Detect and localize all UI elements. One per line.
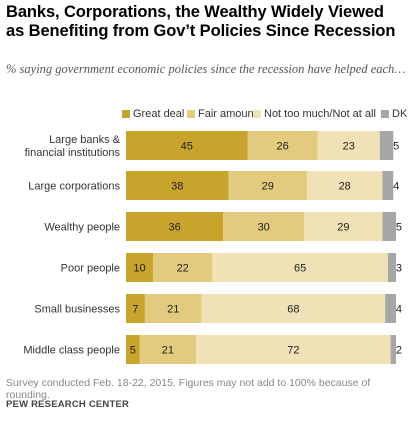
category-label: Large banks & financial institutions	[25, 134, 121, 159]
data-label-great-deal: 5	[130, 345, 136, 357]
chart-title: Banks, Corporations, the Wealthy Widely …	[6, 3, 396, 40]
legend-swatch-fair-amount	[187, 110, 195, 118]
bar-row-small-businesses: Small businesses 7 21 68 4	[34, 294, 402, 323]
bar-segment-fair-amount	[139, 335, 197, 364]
bar-segment-not-too-much-not-at-all	[306, 171, 383, 200]
data-label-dk: 5	[393, 141, 399, 153]
data-label-not-too-much-not-at-all: 68	[287, 304, 299, 316]
bar-segment-dk	[382, 171, 394, 200]
category-label: Middle class people	[23, 345, 120, 357]
bar-segment-fair-amount	[153, 253, 213, 282]
bar-segment-not-too-much-not-at-all	[304, 212, 383, 241]
data-label-fair-amount: 26	[276, 141, 288, 153]
bar-segment-great-deal	[126, 131, 248, 160]
data-label-not-too-much-not-at-all: 29	[337, 222, 349, 234]
bar-row-wealthy-people: Wealthy people 36 30 29 5	[44, 212, 402, 241]
category-label: Poor people	[61, 263, 120, 275]
data-label-fair-amount: 30	[258, 222, 270, 234]
data-label-not-too-much-not-at-all: 23	[343, 141, 355, 153]
bar-segment-not-too-much-not-at-all	[196, 335, 391, 364]
data-label-fair-amount: 29	[262, 181, 274, 193]
category-label: Large corporations	[28, 181, 120, 193]
legend-label-not-too-much: Not too much/Not at all	[264, 108, 376, 120]
category-label: Small businesses	[34, 304, 120, 316]
data-label-great-deal: 10	[133, 263, 145, 275]
bar-segment-great-deal	[126, 171, 229, 200]
data-label-dk: 2	[396, 345, 402, 357]
legend-label-great-deal: Great deal	[133, 108, 185, 120]
bar-segment-dk	[390, 335, 396, 364]
bar-segment-dk	[382, 212, 396, 241]
data-label-fair-amount: 21	[162, 345, 174, 357]
bar-segment-great-deal	[126, 253, 153, 282]
bar-segment-dk	[385, 294, 396, 323]
data-label-great-deal: 38	[171, 181, 183, 193]
bar-row-large-banks-financial-institutions: Large banks & financial institutions 45 26 2…	[25, 131, 399, 160]
data-label-not-too-much-not-at-all: 72	[287, 345, 299, 357]
data-label-fair-amount: 22	[177, 263, 189, 275]
chart-subtitle: % saying government economic policies si…	[6, 62, 406, 76]
bar-segment-fair-amount	[144, 294, 202, 323]
bar-segment-not-too-much-not-at-all	[317, 131, 380, 160]
category-label: Wealthy people	[44, 222, 120, 234]
bar-segment-fair-amount	[247, 131, 318, 160]
data-label-great-deal: 45	[181, 141, 193, 153]
bar-segment-not-too-much-not-at-all	[212, 253, 388, 282]
bar-segment-dk	[387, 253, 396, 282]
data-label-dk: 4	[396, 304, 402, 316]
legend-item-fair-amount: Fair amount	[187, 107, 257, 121]
data-label-great-deal: 7	[132, 304, 138, 316]
data-label-dk: 5	[396, 222, 402, 234]
legend-item-not-too-much: Not too much/Not at all	[253, 107, 376, 121]
data-label-not-too-much-not-at-all: 65	[294, 263, 306, 275]
data-label-dk: 4	[393, 181, 399, 193]
data-label-not-too-much-not-at-all: 28	[339, 181, 351, 193]
bar-row-poor-people: Poor people 10 22 65 3	[61, 253, 402, 282]
legend-item-great-deal: Great deal	[122, 107, 184, 121]
bar-row-large-corporations: Large corporations 38 29 28 4	[28, 171, 399, 200]
bar-segment-dk	[379, 131, 394, 160]
bar-segment-great-deal	[126, 212, 224, 241]
legend-swatch-not-too-much	[253, 110, 261, 118]
bar-segment-great-deal	[126, 335, 140, 364]
data-label-great-deal: 36	[168, 222, 180, 234]
legend-label-fair-amount: Fair amount	[198, 108, 257, 120]
source-credit: PEW RESEARCH CENTER	[6, 399, 130, 410]
legend-swatch-great-deal	[122, 110, 130, 118]
bar-row-middle-class-people: Middle class people 5 21 72 2	[23, 335, 402, 364]
data-label-dk: 3	[396, 263, 402, 275]
bar-segment-fair-amount	[228, 171, 307, 200]
survey-note: Survey conducted Feb. 18-22, 2015. Figur…	[6, 377, 371, 401]
bar-segment-fair-amount	[223, 212, 305, 241]
legend-swatch-dk	[381, 110, 389, 118]
legend-label-dk: DK	[392, 108, 408, 120]
bar-segment-great-deal	[126, 294, 145, 323]
bar-segment-not-too-much-not-at-all	[201, 294, 386, 323]
legend-item-dk: DK	[381, 107, 407, 121]
legend: Great deal Fair amount Not too much/Not …	[0, 107, 409, 121]
data-label-fair-amount: 21	[167, 304, 179, 316]
